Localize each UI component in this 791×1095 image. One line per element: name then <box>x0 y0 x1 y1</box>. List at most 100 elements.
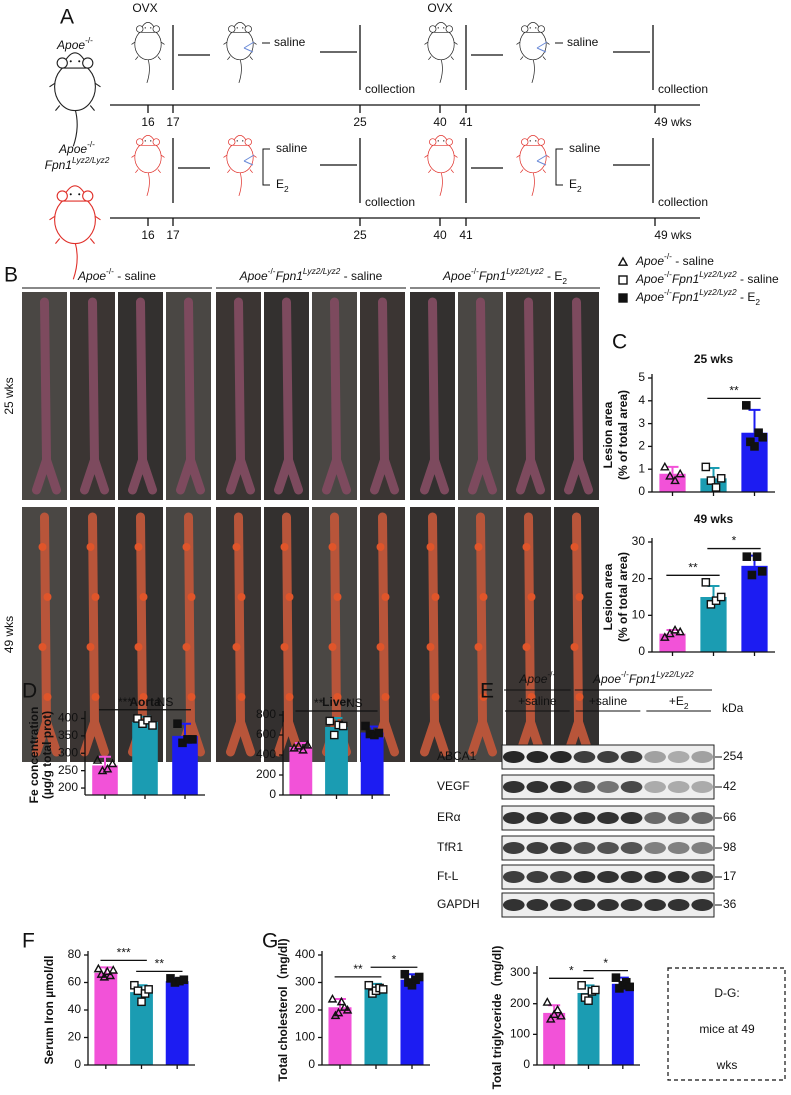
kda-label: 254 <box>723 749 743 763</box>
lesion-spot <box>527 693 536 701</box>
y-tick-label: 5 <box>638 370 645 384</box>
data-point <box>757 567 767 576</box>
y-tick-label: 0 <box>269 787 276 801</box>
blot-band <box>573 871 596 883</box>
group-name: Apoe-/- <box>58 139 95 156</box>
text-part: Fpn1 <box>276 269 303 283</box>
significance-label: ** <box>688 561 698 575</box>
data-point <box>148 721 157 730</box>
text-part: -/- <box>106 266 114 276</box>
note-text: D-G: <box>714 986 739 1000</box>
data-point <box>378 985 388 994</box>
blot-band <box>502 842 525 854</box>
aorta-vessel <box>420 512 449 757</box>
marker-square <box>618 275 628 285</box>
blot-band <box>620 812 643 824</box>
marker-square <box>618 293 628 303</box>
text-part: Fpn1 <box>45 158 72 172</box>
text-part: Apoe <box>518 672 547 686</box>
aorta-vessel <box>516 297 545 495</box>
blot-band <box>597 842 619 854</box>
kda-label: 98 <box>723 840 737 854</box>
blot-band <box>573 899 596 911</box>
timeline-label: 49 wks <box>654 115 691 129</box>
blot-band <box>526 871 549 883</box>
text-part: 2 <box>562 276 567 286</box>
data-point <box>400 969 410 979</box>
y-tick-label: 400 <box>295 947 315 961</box>
data-point <box>302 739 313 749</box>
mouse-icon <box>223 22 257 84</box>
treatment-label: E2 <box>569 177 582 194</box>
injection <box>243 154 255 166</box>
blot-band <box>691 812 714 824</box>
text-part: 2 <box>577 184 582 194</box>
data-point <box>577 981 586 990</box>
blot-band <box>644 751 666 763</box>
aorta-vessel <box>420 297 449 495</box>
treatment-bracket <box>555 148 563 186</box>
lesion-spot <box>139 593 148 601</box>
treatment-bracket <box>262 148 270 186</box>
text-part: Apoe <box>635 254 664 268</box>
data-point <box>750 442 759 451</box>
mouse-icon <box>131 22 165 84</box>
data-point <box>173 719 182 728</box>
data-point <box>293 740 304 750</box>
text-part: Fpn1 <box>479 269 506 283</box>
aorta-vessel <box>176 297 205 495</box>
lesion-spot <box>333 593 342 601</box>
blot-protein: ABCA1 <box>437 749 477 763</box>
aorta-vessel <box>80 297 109 495</box>
y-tick-label: 200 <box>510 996 530 1010</box>
aorta-vessel <box>274 297 303 495</box>
note-text: wks <box>716 1058 738 1072</box>
bar <box>611 983 634 1065</box>
y-tick-label: 1 <box>638 461 645 475</box>
text-part: -/- <box>664 251 672 261</box>
data-point <box>706 476 716 485</box>
data-point <box>716 474 726 483</box>
blot-band <box>644 812 666 824</box>
blot-band <box>550 812 572 824</box>
text-part: -/- <box>268 266 276 276</box>
significance-label: ** <box>155 957 165 971</box>
lesion-spot <box>285 593 294 601</box>
blot-band <box>691 842 714 854</box>
y-tick-label: 60 <box>68 975 82 989</box>
blot-band <box>597 781 619 793</box>
blot-band <box>550 842 572 854</box>
y-tick-label: 4 <box>638 393 645 407</box>
significance-label: ** <box>314 696 324 710</box>
text-part: - saline <box>737 272 779 286</box>
error-bar <box>666 465 679 474</box>
lesion-spot <box>426 543 435 551</box>
lesion-spot <box>139 693 148 701</box>
lesion-spot <box>570 643 579 651</box>
y-tick-label: 80 <box>68 947 82 961</box>
y-tick-label: 10 <box>632 608 646 622</box>
chart-title: Liver <box>322 695 351 709</box>
blot-unit: kDa <box>722 701 744 715</box>
y-axis-label: Fe concentration <box>27 707 41 804</box>
text-part: - saline <box>672 254 714 268</box>
significance-label: *** <box>117 946 131 960</box>
mouse-icon <box>516 135 550 197</box>
aorta-vessel <box>564 297 593 495</box>
mouse-icon <box>424 22 458 84</box>
data-point <box>339 1002 350 1011</box>
data-point <box>711 483 721 492</box>
timeline-label: 25 <box>353 115 367 129</box>
timeline-label: 49 wks <box>654 228 691 242</box>
row-label: 49 wks <box>2 616 16 653</box>
lesion-spot <box>431 693 440 701</box>
mouse-icon <box>223 135 257 197</box>
text-part: Apoe <box>58 142 87 156</box>
y-tick-label: 200 <box>58 780 78 794</box>
data-point <box>137 997 146 1007</box>
timeline-label: 40 <box>433 115 447 129</box>
lesion-spot <box>381 593 390 601</box>
data-point <box>701 462 711 472</box>
panel-label: C <box>612 331 627 354</box>
data-point <box>611 973 621 982</box>
